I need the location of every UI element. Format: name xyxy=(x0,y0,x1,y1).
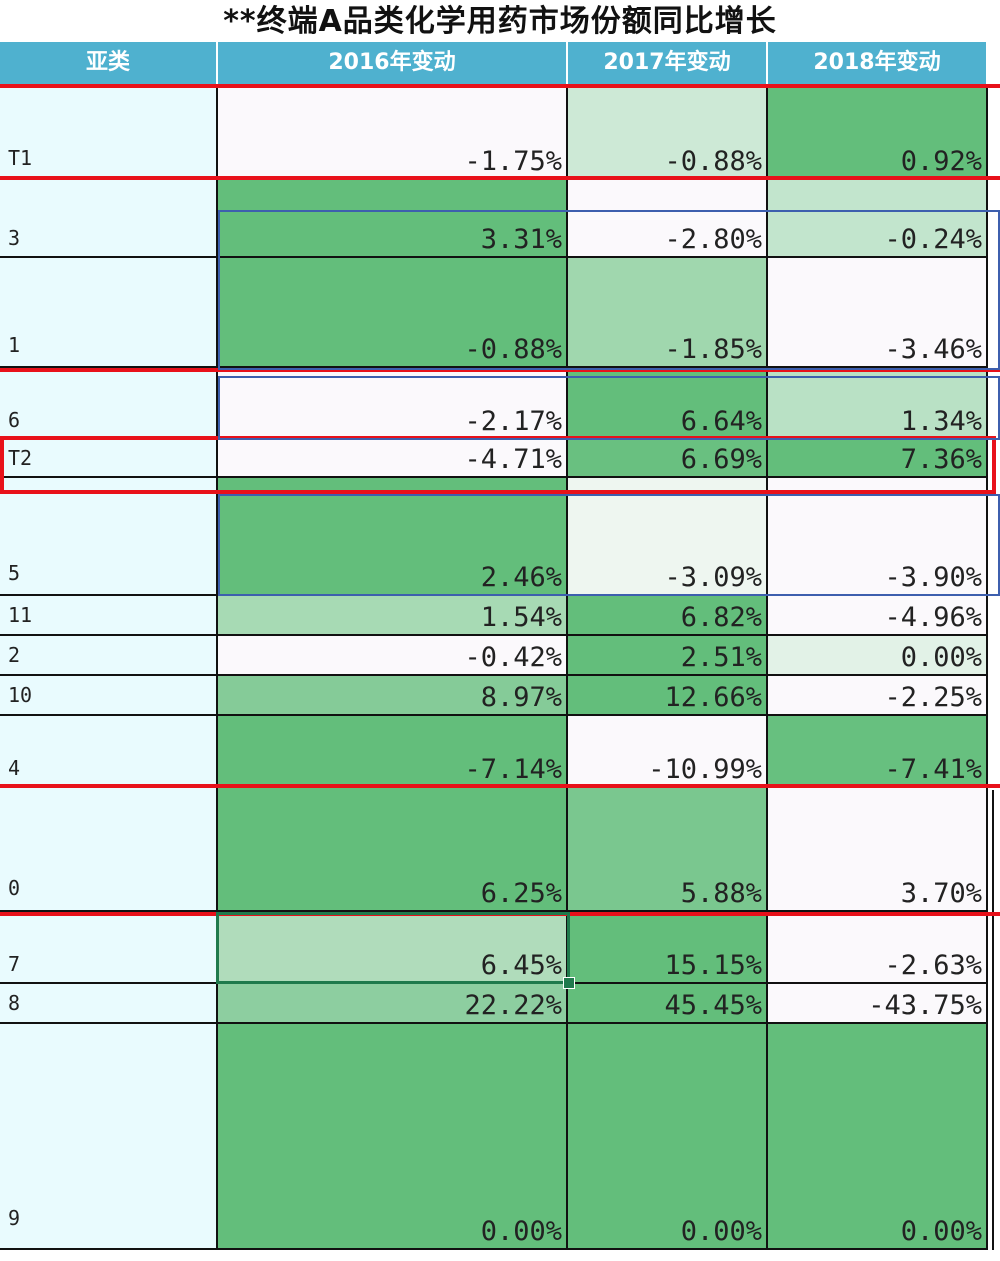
value-cell[interactable]: -7.14% xyxy=(218,716,568,788)
row-label-cell[interactable]: 10 xyxy=(0,676,218,716)
value-cell[interactable]: 0.00% xyxy=(768,1024,988,1250)
value-cell[interactable]: 0.00% xyxy=(218,1024,568,1250)
value-cell[interactable]: 7.36% xyxy=(768,440,988,478)
row-label-cell[interactable]: 8 xyxy=(0,984,218,1024)
value-cell[interactable]: 12.66% xyxy=(568,676,768,716)
value-cell[interactable]: -2.17% xyxy=(218,368,568,440)
row-label-cell[interactable]: 9 xyxy=(0,1024,218,1250)
column-header-0[interactable]: 亚类 xyxy=(0,42,218,84)
red-separator-line xyxy=(0,176,1000,180)
value-cell[interactable]: -0.88% xyxy=(568,86,768,180)
adjacent-column-edge xyxy=(992,790,1000,1250)
value-cell[interactable]: -3.90% xyxy=(768,478,988,596)
value-cell[interactable]: 2.46% xyxy=(218,478,568,596)
value-cell[interactable]: -0.24% xyxy=(768,180,988,258)
row-label-cell[interactable]: 11 xyxy=(0,596,218,636)
value-cell[interactable]: 3.70% xyxy=(768,788,988,912)
row-label-cell[interactable]: 7 xyxy=(0,912,218,984)
value-cell[interactable]: 8.97% xyxy=(218,676,568,716)
red-separator-line xyxy=(0,784,1000,788)
red-separator-line xyxy=(0,84,1000,88)
value-cell[interactable]: -2.80% xyxy=(568,180,768,258)
value-cell[interactable]: -2.25% xyxy=(768,676,988,716)
value-cell[interactable]: 45.45% xyxy=(568,984,768,1024)
row-label-cell[interactable]: 5 xyxy=(0,478,218,596)
value-cell[interactable]: -0.42% xyxy=(218,636,568,676)
sheet-title: **终端A品类化学用药市场份额同比增长 xyxy=(223,4,777,39)
row-label-cell[interactable]: 3 xyxy=(0,180,218,258)
value-cell[interactable]: 6.69% xyxy=(568,440,768,478)
value-cell[interactable]: 2.51% xyxy=(568,636,768,676)
value-cell[interactable]: 3.31% xyxy=(218,180,568,258)
value-cell[interactable]: -43.75% xyxy=(768,984,988,1024)
value-cell[interactable]: 1.54% xyxy=(218,596,568,636)
row-label-cell[interactable]: T2 xyxy=(0,440,218,478)
value-cell[interactable]: 6.45% xyxy=(218,912,568,984)
value-cell[interactable]: 5.88% xyxy=(568,788,768,912)
value-cell[interactable]: -1.75% xyxy=(218,86,568,180)
value-cell[interactable]: 1.34% xyxy=(768,368,988,440)
column-header-2[interactable]: 2017年变动 xyxy=(568,42,768,84)
row-label-cell[interactable]: T1 xyxy=(0,86,218,180)
value-cell[interactable]: -7.41% xyxy=(768,716,988,788)
red-separator-line xyxy=(0,368,1000,372)
row-label-cell[interactable]: 6 xyxy=(0,368,218,440)
value-cell[interactable]: -1.85% xyxy=(568,258,768,368)
row-label-cell[interactable]: 0 xyxy=(0,788,218,912)
row-label-cell[interactable]: 1 xyxy=(0,258,218,368)
value-cell[interactable]: -10.99% xyxy=(568,716,768,788)
column-header-3[interactable]: 2018年变动 xyxy=(768,42,988,84)
row-label-cell[interactable]: 2 xyxy=(0,636,218,676)
value-cell[interactable]: 6.64% xyxy=(568,368,768,440)
value-cell[interactable]: 22.22% xyxy=(218,984,568,1024)
value-cell[interactable]: -4.71% xyxy=(218,440,568,478)
value-cell[interactable]: 6.82% xyxy=(568,596,768,636)
value-cell[interactable]: 6.25% xyxy=(218,788,568,912)
value-cell[interactable]: -2.63% xyxy=(768,912,988,984)
value-cell[interactable]: -3.46% xyxy=(768,258,988,368)
value-cell[interactable]: 0.00% xyxy=(768,636,988,676)
value-cell[interactable]: -3.09% xyxy=(568,478,768,596)
value-cell[interactable]: -0.88% xyxy=(218,258,568,368)
fill-handle xyxy=(563,977,575,989)
value-cell[interactable]: 0.92% xyxy=(768,86,988,180)
row-label-cell[interactable]: 4 xyxy=(0,716,218,788)
value-cell[interactable]: 15.15% xyxy=(568,912,768,984)
red-separator-line xyxy=(0,912,1000,916)
value-cell[interactable]: -4.96% xyxy=(768,596,988,636)
value-cell[interactable]: 0.00% xyxy=(568,1024,768,1250)
column-header-1[interactable]: 2016年变动 xyxy=(218,42,568,84)
